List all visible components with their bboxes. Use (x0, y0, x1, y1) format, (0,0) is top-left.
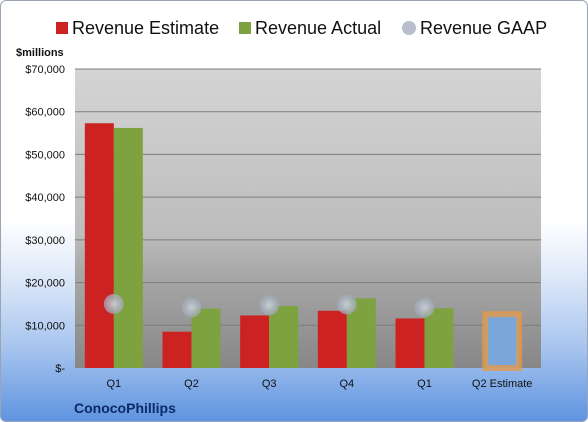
bar-revenue-actual (191, 308, 221, 368)
gridlines (75, 68, 541, 326)
y-tick-label: $40,000 (25, 192, 65, 204)
bar-revenue-actual (424, 308, 454, 368)
point-revenue-gaap (414, 297, 435, 318)
y-tick-label: $30,000 (25, 235, 65, 247)
x-tick-label-q4: Q4 (339, 378, 354, 390)
bar-revenue-estimate (84, 123, 114, 368)
point-revenue-gaap (103, 293, 124, 314)
legend-label-revenue-estimate: Revenue Estimate (72, 18, 219, 38)
bar-revenue-estimate (317, 310, 347, 368)
units-label: $millions (16, 47, 64, 59)
y-tick-label: $50,000 (25, 149, 65, 161)
x-tick-label-q2-estimate: Q2 Estimate (472, 378, 533, 390)
y-tick-label: $10,000 (25, 320, 65, 332)
y-axis-ticks: $- $10,000 $20,000 $30,000 $40,000 $50,000 $60… (25, 64, 65, 375)
x-axis-ticks: Q1 Q2 Q3 Q4 Q1 Q2 Estimate (106, 378, 532, 390)
bar-revenue-estimate (162, 331, 192, 368)
legend: Revenue Estimate Revenue Actual Revenue … (56, 18, 547, 38)
company-name: ConocoPhillips (74, 400, 176, 416)
legend-swatch-revenue-gaap (402, 21, 416, 35)
point-revenue-gaap (336, 294, 357, 315)
point-revenue-gaap (259, 295, 280, 316)
y-tick-label: $20,000 (25, 278, 65, 290)
legend-label-revenue-gaap: Revenue GAAP (420, 18, 547, 38)
legend-swatch-revenue-estimate (56, 22, 68, 34)
legend-swatch-revenue-actual (239, 22, 251, 34)
bar-revenue-actual (269, 306, 299, 368)
bar-revenue-estimate (395, 318, 425, 368)
point-revenue-gaap (181, 297, 202, 318)
y-tick-label: $- (55, 363, 65, 375)
x-tick-label-q3: Q3 (262, 378, 277, 390)
bar-q2-estimate-forecast (482, 311, 523, 371)
bar-revenue-estimate (240, 315, 270, 368)
legend-label-revenue-actual: Revenue Actual (255, 18, 381, 38)
y-tick-label: $60,000 (25, 107, 65, 119)
plot-area (75, 69, 541, 368)
y-tick-label: $70,000 (25, 64, 65, 76)
x-tick-label-q1: Q1 (417, 378, 432, 390)
bars (84, 123, 523, 371)
bar-revenue-actual (113, 127, 143, 369)
x-tick-label-q2: Q2 (184, 378, 199, 390)
x-tick-label-q1: Q1 (106, 378, 121, 390)
